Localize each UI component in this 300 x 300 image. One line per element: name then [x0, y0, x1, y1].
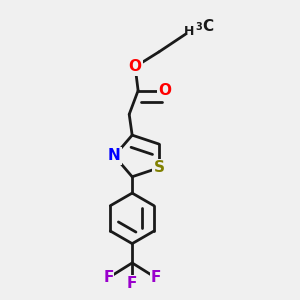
Text: N: N — [108, 148, 121, 164]
Text: F: F — [127, 276, 137, 291]
Text: F: F — [151, 270, 161, 285]
Text: C: C — [202, 19, 214, 34]
Text: H: H — [184, 25, 194, 38]
Text: S: S — [153, 160, 164, 175]
Text: O: O — [129, 59, 142, 74]
Text: O: O — [158, 83, 171, 98]
Text: 3: 3 — [196, 22, 202, 32]
Text: F: F — [103, 270, 114, 285]
